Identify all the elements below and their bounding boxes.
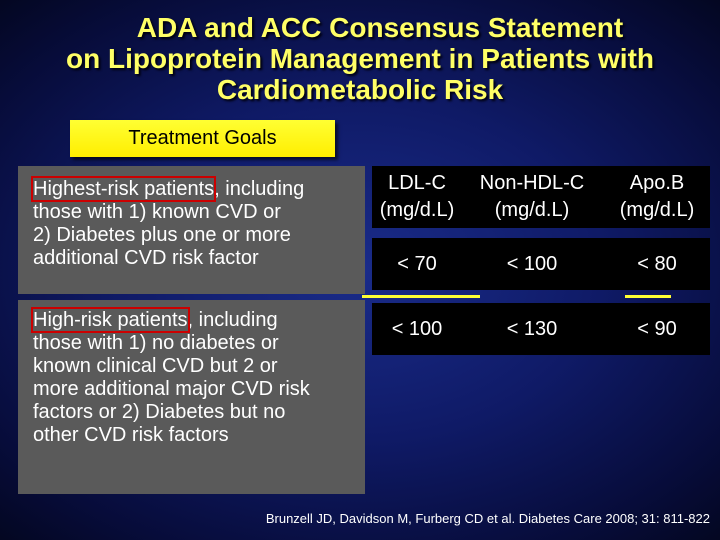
group-line: more additional major CVD risk (33, 378, 310, 400)
treatment-goals-label: Treatment Goals (70, 120, 335, 157)
column-header-non-hdl: Non-HDL-C (mg/d.L) (472, 170, 592, 224)
title-line-2: on Lipoprotein Management in Patients wi… (65, 43, 654, 74)
ldl-goal-value: < 70 (397, 253, 437, 275)
group-line: those with 1) no diabetes or (33, 332, 279, 354)
apob-goal-value: < 90 (637, 318, 677, 340)
title-line-3: Cardiometabolic Risk (216, 74, 504, 105)
column-name: Apo.B (629, 172, 685, 194)
group-heading: Highest-risk patients, including (30, 176, 365, 202)
group-heading-rest: , including (214, 178, 305, 200)
slide-title: ADA and ACC Consensus Statement on Lipop… (20, 12, 700, 105)
apob-goal-value: < 80 (637, 253, 677, 275)
non-hdl-goal-value: < 130 (506, 318, 558, 340)
group-line: those with 1) known CVD or (33, 201, 281, 223)
highest-risk-group: Highest-risk patients, including those w… (18, 166, 365, 294)
group-heading-rest: , including (187, 309, 278, 331)
divider-line (362, 295, 480, 298)
group-line: additional CVD risk factor (33, 247, 259, 269)
column-name: Non-HDL-C (479, 172, 585, 194)
ldl-goal-value: < 100 (391, 318, 443, 340)
column-header-ldl: LDL-C (mg/d.L) (372, 170, 462, 224)
column-header-apob: Apo.B (mg/d.L) (604, 170, 710, 224)
group-line: factors or 2) Diabetes but no (33, 401, 286, 423)
title-line-1: ADA and ACC Consensus Statement (136, 12, 624, 43)
highest-risk-highlight: Highest-risk patients (30, 176, 217, 202)
group-line: other CVD risk factors (33, 424, 229, 446)
divider-line (625, 295, 671, 298)
table-row-highest-risk: < 70 < 100 < 80 (372, 238, 710, 290)
column-headers: LDL-C (mg/d.L) Non-HDL-C (mg/d.L) Apo.B … (372, 166, 710, 228)
table-row-high-risk: < 100 < 130 < 90 (372, 303, 710, 355)
column-name: LDL-C (388, 172, 446, 194)
high-risk-highlight: High-risk patients (31, 307, 190, 333)
high-risk-group: High-risk patients, including those with… (18, 300, 365, 494)
group-line: 2) Diabetes plus one or more (33, 224, 291, 246)
non-hdl-goal-value: < 100 (506, 253, 558, 275)
group-heading: High-risk patients, including (31, 307, 365, 333)
column-unit: (mg/d.L) (379, 199, 455, 221)
column-unit: (mg/d.L) (619, 199, 695, 221)
citation: Brunzell JD, Davidson M, Furberg CD et a… (265, 511, 710, 526)
column-unit: (mg/d.L) (494, 199, 570, 221)
group-line: known clinical CVD but 2 or (33, 355, 278, 377)
